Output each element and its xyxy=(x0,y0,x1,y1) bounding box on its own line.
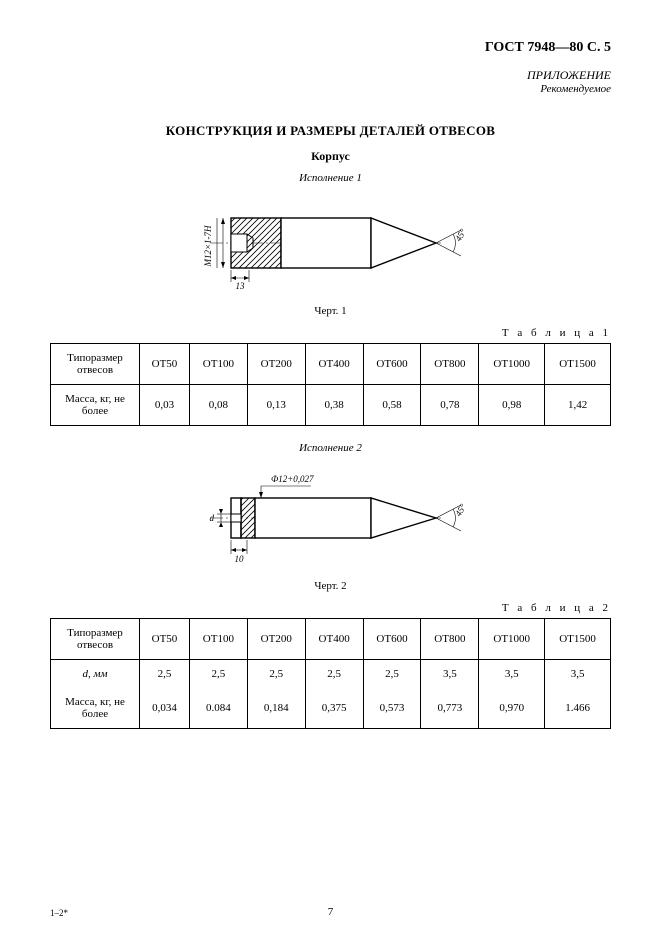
appendix-subtitle: Рекомендуемое xyxy=(50,83,611,95)
t2-cell: 0,034 xyxy=(140,688,190,729)
t1-cell: 0,38 xyxy=(305,385,363,426)
table1-caption: Т а б л и ц а 1 xyxy=(50,327,611,339)
d-label: d xyxy=(209,513,214,523)
t1-col: ОТ200 xyxy=(247,344,305,385)
variant-1-label: Исполнение 1 xyxy=(50,172,611,184)
t2-cell: 2,5 xyxy=(363,660,421,689)
t1-col: ОТ800 xyxy=(421,344,479,385)
drawing-1: М12×1-7Н 13 45° xyxy=(181,188,481,298)
page: ГОСТ 7948—80 С. 5 ПРИЛОЖЕНИЕ Рекомендуем… xyxy=(0,0,661,936)
t2-cell: 2,5 xyxy=(247,660,305,689)
t1-cell: 0,98 xyxy=(479,385,545,426)
t2-col: ОТ600 xyxy=(363,619,421,660)
t2-cell: 0,375 xyxy=(305,688,363,729)
t2-col: ОТ800 xyxy=(421,619,479,660)
fig1-caption: Черт. 1 xyxy=(50,305,611,317)
figure-2: Ф12+0,027 d 10 45° xyxy=(50,458,611,578)
t1-col: ОТ400 xyxy=(305,344,363,385)
t2-col: ОТ1000 xyxy=(479,619,545,660)
t1-rowlabel-1: Типоразмер отвесов xyxy=(51,344,140,385)
table-2: Типоразмер отвесов ОТ50 ОТ100 ОТ200 ОТ40… xyxy=(50,618,611,729)
t2-cell: 0,573 xyxy=(363,688,421,729)
t2-cell: 3,5 xyxy=(545,660,611,689)
t2-cell: 0.084 xyxy=(189,688,247,729)
appendix-block: ПРИЛОЖЕНИЕ Рекомендуемое xyxy=(50,68,611,95)
t2-cell: 0,773 xyxy=(421,688,479,729)
t2-cell: 3,5 xyxy=(479,660,545,689)
table-1: Типоразмер отвесов ОТ50 ОТ100 ОТ200 ОТ40… xyxy=(50,343,611,426)
t1-col: ОТ1000 xyxy=(479,344,545,385)
variant-2-label: Исполнение 2 xyxy=(50,442,611,454)
t1-cell: 0,58 xyxy=(363,385,421,426)
t2-rowlabel-1: Типоразмер отвесов xyxy=(51,619,140,660)
figure-1: М12×1-7Н 13 45° xyxy=(50,188,611,303)
t2-col: ОТ400 xyxy=(305,619,363,660)
doc-header: ГОСТ 7948—80 С. 5 xyxy=(50,40,611,56)
t2-col: ОТ100 xyxy=(189,619,247,660)
t2-col: ОТ50 xyxy=(140,619,190,660)
drawing-2: Ф12+0,027 d 10 45° xyxy=(181,458,481,573)
t2-cell: 2,5 xyxy=(189,660,247,689)
thread-label: М12×1-7Н xyxy=(203,225,213,268)
t2-rowlabel-2: Масса, кг, не более xyxy=(51,688,140,729)
subtitle: Корпус xyxy=(50,149,611,164)
t1-col: ОТ600 xyxy=(363,344,421,385)
t1-cell: 1,42 xyxy=(545,385,611,426)
t2-rowlabel-d: d, мм xyxy=(51,660,140,689)
table2-caption: Т а б л и ц а 2 xyxy=(50,602,611,614)
t2-col: ОТ1500 xyxy=(545,619,611,660)
t1-col: ОТ50 xyxy=(140,344,190,385)
t1-col: ОТ1500 xyxy=(545,344,611,385)
t2-cell: 1.466 xyxy=(545,688,611,729)
appendix-title: ПРИЛОЖЕНИЕ xyxy=(50,68,611,83)
page-number: 7 xyxy=(0,906,661,918)
dim-10: 10 xyxy=(234,554,244,564)
fig2-caption: Черт. 2 xyxy=(50,580,611,592)
dim-13: 13 xyxy=(235,281,245,291)
t1-rowlabel-2: Масса, кг, не более xyxy=(51,385,140,426)
t2-cell: 0,184 xyxy=(247,688,305,729)
t1-col: ОТ100 xyxy=(189,344,247,385)
t2-col: ОТ200 xyxy=(247,619,305,660)
t2-cell: 0,970 xyxy=(479,688,545,729)
t1-cell: 0,03 xyxy=(140,385,190,426)
t2-cell: 3,5 xyxy=(421,660,479,689)
diam-label: Ф12+0,027 xyxy=(271,474,314,484)
section-title: КОНСТРУКЦИЯ И РАЗМЕРЫ ДЕТАЛЕЙ ОТВЕСОВ xyxy=(50,123,611,139)
t1-cell: 0,13 xyxy=(247,385,305,426)
t2-cell: 2,5 xyxy=(305,660,363,689)
t1-cell: 0,08 xyxy=(189,385,247,426)
t1-cell: 0,78 xyxy=(421,385,479,426)
t2-cell: 2,5 xyxy=(140,660,190,689)
